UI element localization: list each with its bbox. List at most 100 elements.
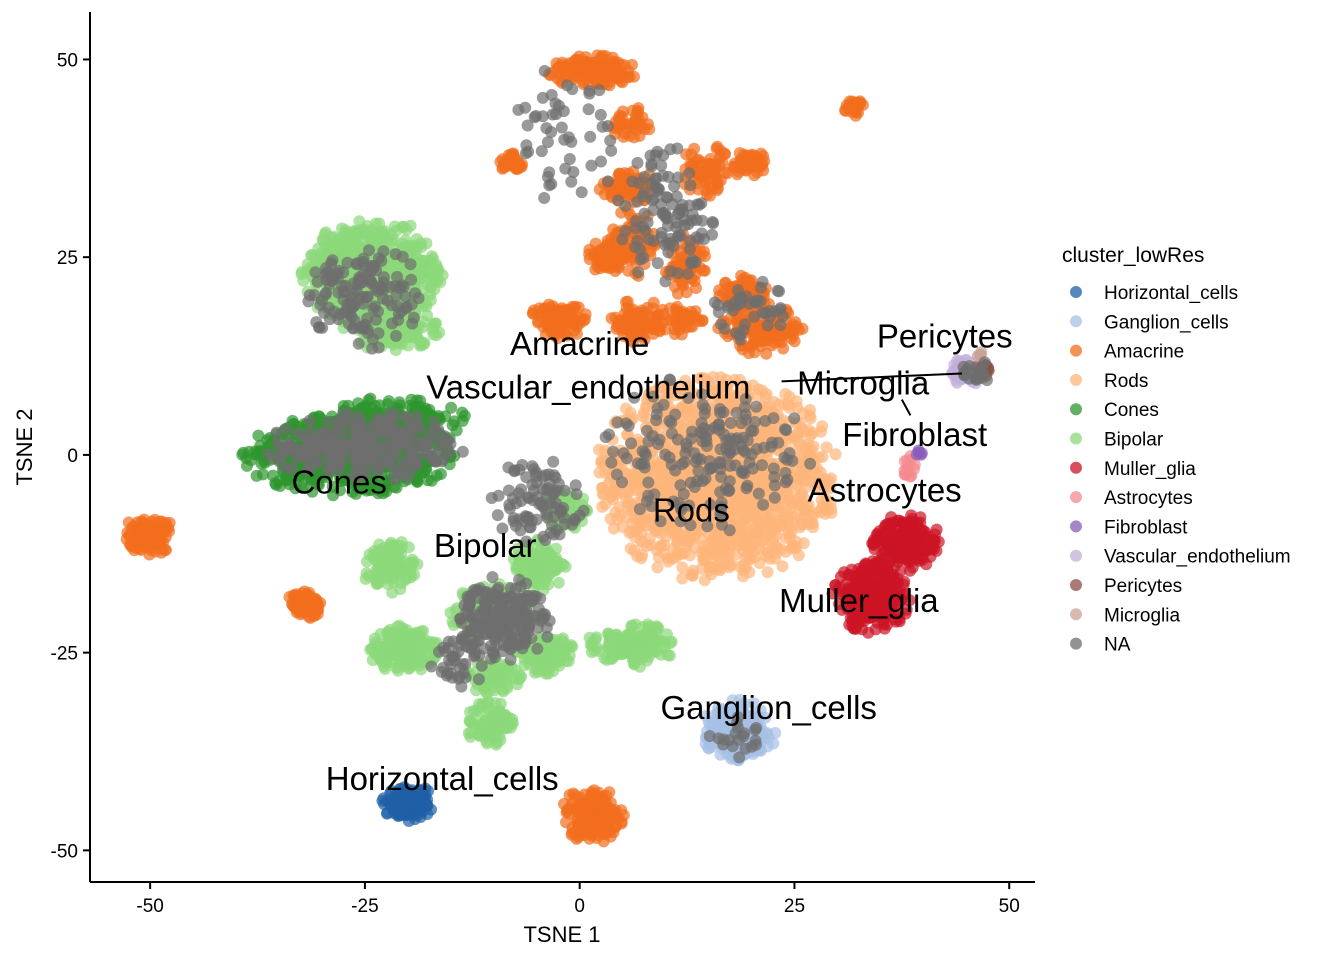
point-amacrine xyxy=(796,322,809,335)
point-rods xyxy=(737,570,749,583)
point-ganglion-cells xyxy=(705,740,718,753)
point-amacrine xyxy=(134,525,147,538)
point-amacrine xyxy=(568,827,581,840)
point-amacrine xyxy=(304,590,317,603)
point-amacrine xyxy=(158,543,171,556)
point-rods xyxy=(802,424,815,436)
point-amacrine xyxy=(557,314,570,327)
point-rods xyxy=(776,560,789,573)
point-cones xyxy=(267,469,279,482)
point-amacrine xyxy=(290,588,303,601)
point-rods xyxy=(697,552,710,565)
point-amacrine xyxy=(596,53,609,66)
point-amacrine xyxy=(302,603,315,615)
point-amacrine xyxy=(532,316,544,329)
point-rods xyxy=(710,563,723,575)
point-rods xyxy=(825,506,838,519)
point-rods xyxy=(787,541,800,554)
point-horizontal-cells xyxy=(420,798,433,811)
point-amacrine xyxy=(628,70,640,83)
point-amacrine xyxy=(652,308,665,321)
point-cones xyxy=(256,468,269,481)
point-rods xyxy=(781,486,793,499)
point-amacrine xyxy=(619,127,632,140)
point-cones xyxy=(404,399,417,412)
point-amacrine xyxy=(609,311,622,324)
point-rods xyxy=(751,389,764,402)
point-amacrine xyxy=(690,154,703,167)
point-amacrine xyxy=(788,335,801,348)
point-rods xyxy=(694,532,707,545)
point-amacrine xyxy=(138,513,151,526)
point-amacrine xyxy=(719,148,731,161)
point-cones xyxy=(393,396,406,409)
point-amacrine xyxy=(578,313,591,326)
point-amacrine xyxy=(575,809,587,821)
point-amacrine xyxy=(578,798,591,811)
point-rods xyxy=(829,448,842,461)
point-rods xyxy=(686,569,699,582)
point-amacrine xyxy=(146,539,159,552)
point-amacrine xyxy=(562,803,575,816)
point-ganglion-cells xyxy=(739,698,752,711)
point-amacrine xyxy=(552,60,565,73)
point-rods xyxy=(787,515,800,528)
point-amacrine xyxy=(603,786,616,799)
point-amacrine xyxy=(853,97,866,110)
point-amacrine xyxy=(617,248,630,261)
point-amacrine xyxy=(675,315,688,328)
point-rods xyxy=(597,487,610,500)
point-rods xyxy=(775,543,788,556)
point-amacrine xyxy=(602,802,615,815)
point-rods xyxy=(660,530,673,543)
point-rods xyxy=(604,512,617,525)
point-rods xyxy=(767,532,779,545)
point-cones xyxy=(252,429,265,442)
point-amacrine xyxy=(611,67,624,80)
point-ganglion-cells xyxy=(712,708,725,721)
point-amacrine xyxy=(739,158,752,171)
point-amacrine xyxy=(626,58,638,71)
point-rods xyxy=(599,498,612,511)
point-amacrine xyxy=(583,253,596,266)
point-rods xyxy=(737,501,749,514)
point-rods xyxy=(784,502,797,515)
point-rods xyxy=(751,517,764,530)
point-amacrine xyxy=(736,343,749,356)
series-horizontal-cells xyxy=(376,781,437,827)
point-amacrine xyxy=(582,71,595,84)
point-amacrine xyxy=(690,282,702,294)
point-amacrine xyxy=(560,816,572,829)
point-rods xyxy=(815,425,827,438)
point-amacrine xyxy=(615,323,628,336)
point-amacrine xyxy=(647,322,660,335)
point-amacrine xyxy=(717,286,730,299)
point-amacrine xyxy=(507,156,519,169)
point-cones xyxy=(430,469,443,482)
point-amacrine xyxy=(703,189,716,202)
point-rods xyxy=(637,516,650,529)
point-amacrine xyxy=(765,339,778,352)
point-amacrine xyxy=(550,325,563,338)
point-cones xyxy=(364,392,377,405)
point-amacrine xyxy=(746,281,758,293)
point-amacrine xyxy=(711,176,724,189)
point-rods xyxy=(671,546,684,559)
point-rods xyxy=(613,501,626,514)
point-rods xyxy=(663,477,676,490)
point-amacrine xyxy=(569,789,581,802)
point-rods xyxy=(803,404,816,416)
point-rods xyxy=(651,561,664,574)
point-horizontal-cells xyxy=(398,786,411,799)
point-amacrine xyxy=(711,140,724,153)
point-amacrine xyxy=(735,269,748,282)
point-amacrine xyxy=(148,523,161,536)
point-ganglion-cells xyxy=(762,731,775,744)
point-amacrine xyxy=(125,539,138,552)
point-rods xyxy=(628,544,641,557)
point-amacrine xyxy=(629,118,642,131)
point-cones xyxy=(245,454,257,467)
point-amacrine xyxy=(621,295,634,308)
point-amacrine xyxy=(587,793,600,806)
